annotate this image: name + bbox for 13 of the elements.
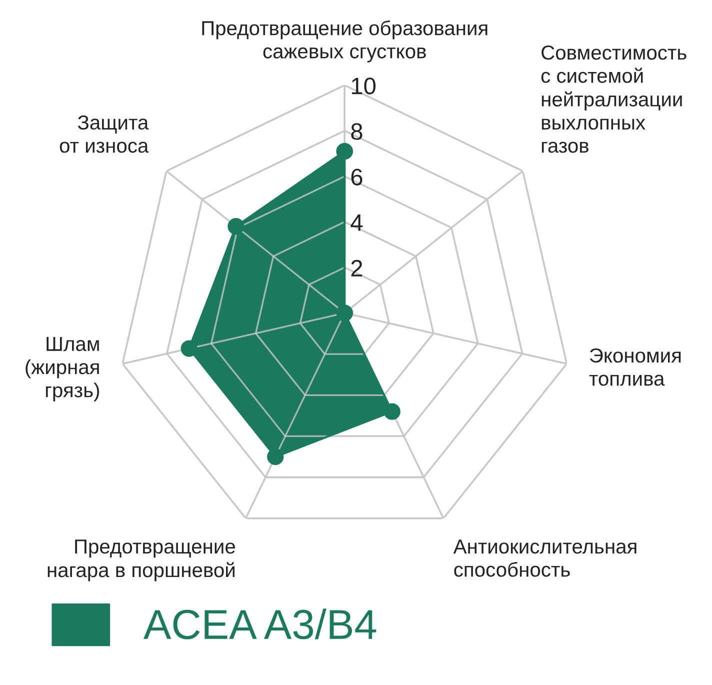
y-tick-label: 8 [351, 123, 362, 140]
spoke-label: Экономия топлива [589, 348, 681, 386]
y-tick-label: 4 [350, 214, 363, 231]
y-tick-label: 2 [351, 260, 362, 276]
spoke-label: Шлам (жирная грязь) [26, 337, 100, 402]
y-tick-label: 6 [351, 168, 362, 186]
y-tick-label: 10 [352, 78, 376, 94]
spoke-label: Предотвращение образования сажевых сгустков [202, 20, 488, 62]
spoke-label: Защита от износа [60, 115, 149, 153]
legend-label: ACEA A3/B4 [143, 608, 376, 640]
spoke-label: Предотвращение нагара в поршневой [48, 540, 235, 582]
spoke-label: Совместимость с системой нейтрализации выхлопных газов [541, 45, 686, 153]
spoke-label: Антиокислительная способность [453, 540, 636, 577]
